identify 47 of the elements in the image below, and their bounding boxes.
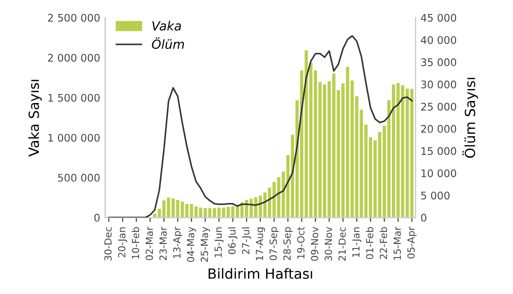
- y2-tick-label: 45 000: [420, 14, 456, 22]
- y2-tick-label: 25 000: [421, 102, 456, 111]
- y2-tick-label: 40 000: [420, 36, 456, 44]
- x-tick-label: 21-Dec: [338, 227, 346, 261]
- y2-tick-label: 35 000: [421, 58, 456, 66]
- x-tick-label: 05-Apr: [407, 226, 417, 258]
- x-axis-title: Bildirim Haftası: [208, 268, 312, 279]
- line-series: [108, 35, 413, 218]
- x-tick-label: 15-Jun: [214, 227, 224, 258]
- x-tick-label: 11-Jan: [352, 227, 362, 257]
- y-tick-label: 1 500 000: [48, 94, 100, 102]
- y-tick-label: 1 000 000: [48, 134, 100, 142]
- legend-label: Vaka: [152, 20, 181, 31]
- y2-tick-label: 5 000: [421, 192, 450, 200]
- x-tick-label: 07-Sep: [270, 227, 279, 260]
- x-tick-label: 13-Apr: [173, 226, 182, 258]
- x-tick-label: 09-Nov: [310, 226, 318, 261]
- y2-tick-label: 30 000: [421, 80, 456, 88]
- bar: [166, 198, 170, 218]
- y2-tick-label: 15 000: [422, 147, 456, 156]
- y-axis-title: Vaka Sayısı: [28, 80, 42, 157]
- x-tick-label: 10-Feb: [132, 227, 140, 259]
- x-tick-label: 19-Oct: [297, 226, 304, 258]
- y2-axis-title: Ölüm Sayısı: [462, 78, 478, 158]
- x-tick-label: 15-Mar: [394, 226, 401, 260]
- x-tick-label: 20-Jan: [118, 227, 128, 258]
- y2-tick-label: 20 000: [421, 124, 456, 133]
- y-tick-label: 2 000 000: [48, 54, 100, 62]
- x-tick-label: 01-Feb: [366, 227, 374, 260]
- x-tick-label: 06-Jul: [228, 228, 238, 254]
- x-tick-label: 23-Mar: [159, 226, 167, 260]
- x-tick-label: 27-Jul: [242, 228, 252, 254]
- x-tick-label: 28-Sep: [283, 227, 293, 260]
- y2-tick-label: 10 000: [422, 169, 456, 178]
- x-tick-label: 25-May: [200, 226, 210, 262]
- y2-tick-label: 0: [421, 214, 426, 222]
- x-tick-label: 04-May: [186, 226, 196, 262]
- x-tick-label: 22-Feb: [380, 227, 388, 259]
- bar: [392, 84, 396, 218]
- y-tick-label: 500 000: [58, 174, 100, 182]
- x-tick-label: 30-Dec: [104, 227, 112, 261]
- y-tick-label: 0: [94, 214, 100, 222]
- x-tick-label: 02-Mar: [146, 226, 153, 260]
- x-tick-label: 30-Nov: [324, 226, 332, 261]
- x-tick-label: 17-Aug: [256, 227, 266, 260]
- y-tick-label: 2 500 000: [48, 14, 100, 22]
- legend-label: Ölüm: [152, 37, 184, 49]
